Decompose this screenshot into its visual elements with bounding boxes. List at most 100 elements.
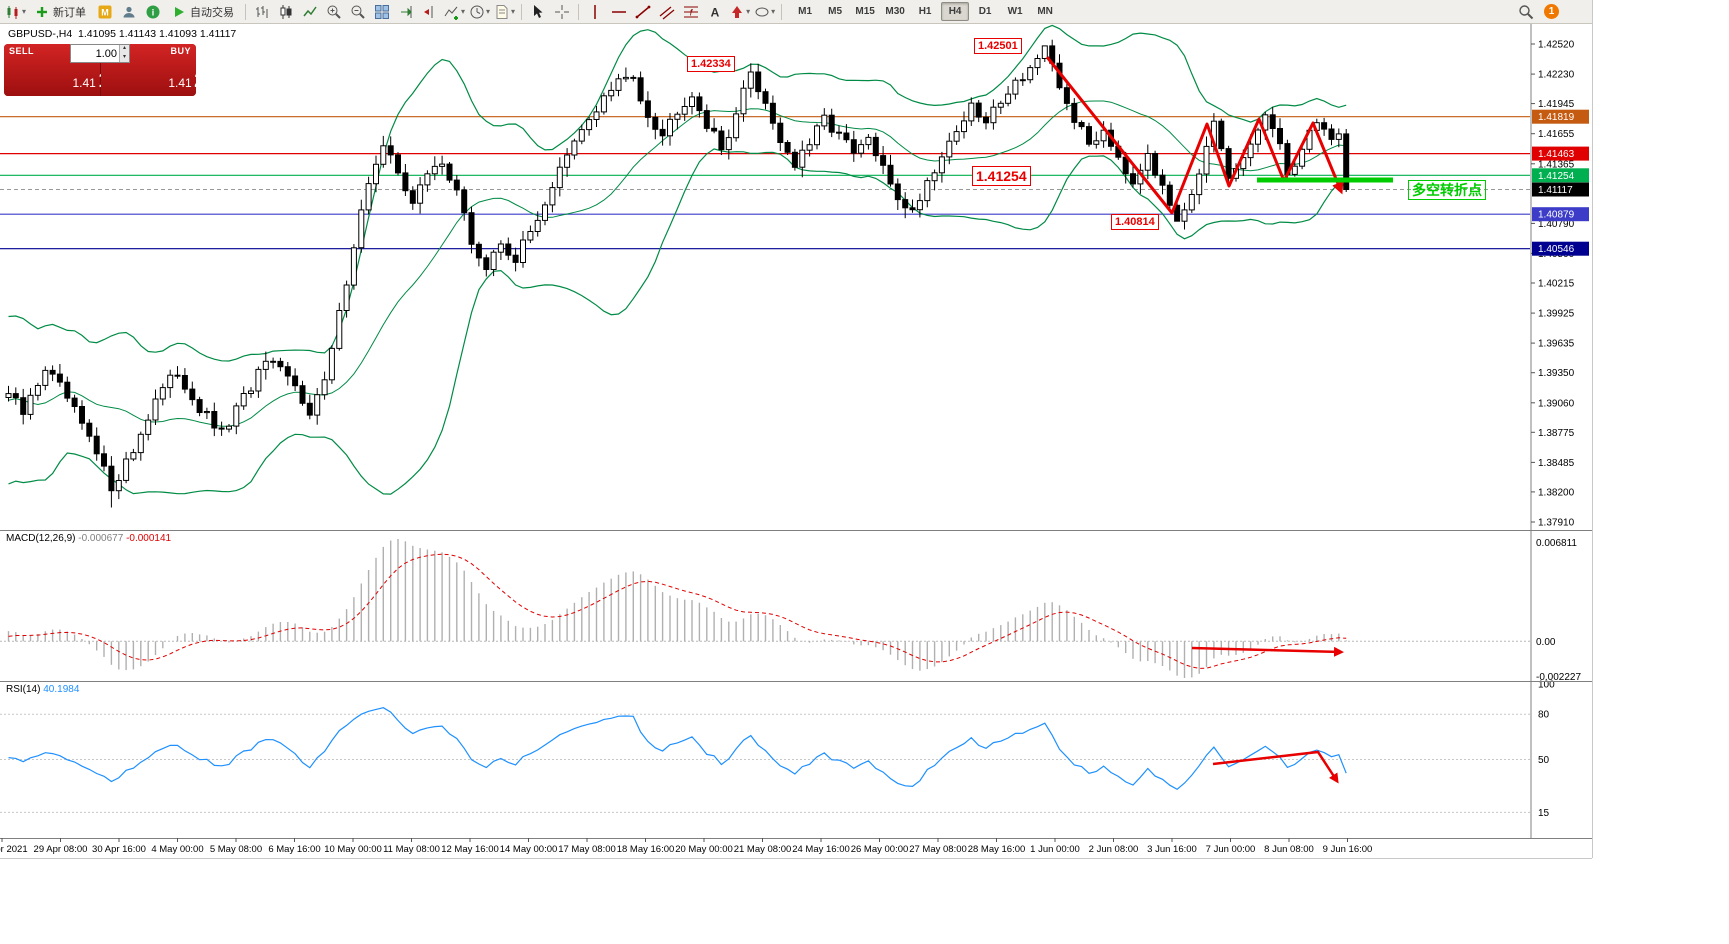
annotation-price-peak2[interactable]: 1.42501 — [974, 38, 1022, 54]
svg-text:1.41365: 1.41365 — [1538, 159, 1575, 170]
panel-separators[interactable] — [0, 530, 1592, 839]
price-level-badge: 1.41254 — [1532, 168, 1589, 183]
arrow-stamp-icon — [732, 5, 743, 18]
candlestick-chart-button[interactable] — [275, 1, 297, 23]
indicators-icon — [444, 6, 459, 20]
new-chart-button[interactable]: ▾ — [4, 1, 27, 23]
help-button[interactable]: i — [142, 1, 164, 23]
svg-text:1.38775: 1.38775 — [1538, 428, 1575, 439]
text-tool-button[interactable]: A — [704, 1, 726, 23]
bar-chart-button[interactable] — [251, 1, 273, 23]
svg-text:1.40215: 1.40215 — [1538, 279, 1575, 290]
lot-size-box: ▴ ▾ — [70, 44, 130, 63]
svg-text:14 May 00:00: 14 May 00:00 — [500, 844, 558, 855]
zoom-out-button[interactable] — [347, 1, 369, 23]
shapes-tool-button[interactable]: ▾ — [753, 1, 776, 23]
timeframe-M1[interactable]: M1 — [798, 6, 813, 17]
macd-signal-line — [8, 553, 1347, 669]
lot-decrease-button[interactable]: ▾ — [120, 53, 129, 62]
svg-text:17 May 08:00: 17 May 08:00 — [558, 844, 616, 855]
cursor-button[interactable] — [527, 1, 549, 23]
svg-text:27 May 08:00: 27 May 08:00 — [909, 844, 967, 855]
svg-text:50: 50 — [1538, 755, 1550, 766]
vertical-line-button[interactable] — [584, 1, 606, 23]
svg-text:6 May 16:00: 6 May 16:00 — [268, 844, 320, 855]
annotation-support-price[interactable]: 1.41254 — [972, 166, 1031, 186]
new-order-button[interactable]: 新订单 — [29, 1, 92, 23]
auto-scroll-button[interactable] — [395, 1, 417, 23]
svg-text:30 Apr 16:00: 30 Apr 16:00 — [92, 844, 146, 855]
macd-panel[interactable] — [0, 539, 1530, 678]
svg-text:1.41117: 1.41117 — [1538, 185, 1573, 196]
svg-text:1.42520: 1.42520 — [1538, 40, 1575, 51]
svg-text:26 May 00:00: 26 May 00:00 — [851, 844, 909, 855]
autotrading-label: 自动交易 — [190, 6, 235, 19]
timeframe-M30[interactable]: M30 — [885, 6, 905, 17]
lot-size-input[interactable] — [71, 45, 119, 62]
zoom-in-button[interactable] — [323, 1, 345, 23]
horizontal-line-button[interactable] — [608, 1, 630, 23]
tile-windows-icon — [375, 4, 390, 19]
svg-text:f: f — [690, 7, 694, 17]
channel-icon — [659, 5, 675, 20]
templates-button[interactable]: ▾ — [493, 1, 516, 23]
mql5-button[interactable]: M — [94, 1, 116, 23]
lot-increase-button[interactable]: ▴ — [120, 45, 129, 54]
macd-main-value: -0.000677 — [78, 533, 124, 544]
tile-windows-button[interactable] — [371, 1, 393, 23]
price-level-badge: 1.41463 — [1532, 146, 1589, 161]
autotrading-button[interactable]: 自动交易 — [166, 1, 240, 23]
svg-text:-0.002227: -0.002227 — [1536, 672, 1581, 683]
svg-text:1.40546: 1.40546 — [1538, 244, 1575, 255]
arrows-tool-button[interactable]: ▾ — [728, 1, 751, 23]
chevron-down-icon: ▾ — [771, 7, 776, 16]
chart-shift-button[interactable] — [419, 1, 441, 23]
timeframe-M15[interactable]: M15 — [855, 6, 875, 17]
auto-scroll-icon — [401, 5, 412, 18]
cursor-icon — [534, 4, 543, 18]
rsi-scale: 100 80 50 15 — [1538, 680, 1555, 819]
chevron-down-icon: ▾ — [486, 7, 491, 16]
svg-text:1.38485: 1.38485 — [1538, 458, 1575, 469]
svg-text:1.41463: 1.41463 — [1538, 149, 1575, 160]
horizontal-line-icon — [612, 10, 627, 13]
annotation-price-peak1[interactable]: 1.42334 — [687, 56, 735, 72]
main-plot-area[interactable] — [0, 24, 1530, 508]
text-icon: A — [711, 5, 720, 19]
price-level-badge: 1.40879 — [1532, 207, 1589, 222]
channel-button[interactable] — [656, 1, 678, 23]
fibonacci-button[interactable]: f — [680, 1, 702, 23]
notifications-badge[interactable]: 1 — [1544, 4, 1559, 19]
rsi-panel[interactable] — [0, 707, 1530, 813]
timeframe-D1[interactable]: D1 — [978, 6, 992, 17]
new-chart-icon — [7, 5, 18, 19]
chevron-down-icon: ▾ — [461, 7, 466, 16]
svg-text:1.38200: 1.38200 — [1538, 487, 1575, 498]
annotation-turning-point[interactable]: 多空转折点 — [1408, 180, 1486, 200]
timeframe-H1[interactable]: H1 — [918, 6, 932, 17]
toolbar-separator — [521, 3, 523, 20]
timeframe-MN[interactable]: MN — [1037, 6, 1053, 17]
annotation-swing-low[interactable]: 1.40814 — [1111, 214, 1159, 230]
time-axis[interactable]: 28 Apr 2021 29 Apr 08:00 30 Apr 16:00 4 May… — [0, 838, 1372, 855]
community-button[interactable] — [118, 1, 140, 23]
macd-histogram — [7, 539, 1347, 678]
line-chart-button[interactable] — [299, 1, 321, 23]
toolbar-separator — [245, 3, 247, 20]
price-axis[interactable]: 1.42520 1.42230 1.41945 1.41655 1.41365 1.407… — [1530, 24, 1589, 838]
timeframe-H4[interactable]: H4 — [941, 2, 970, 21]
svg-text:1 Jun 00:00: 1 Jun 00:00 — [1030, 844, 1080, 855]
crosshair-button[interactable] — [551, 1, 573, 23]
search-button[interactable] — [1515, 1, 1537, 23]
timeframe-M5[interactable]: M5 — [828, 6, 843, 17]
timeframe-W1[interactable]: W1 — [1007, 6, 1023, 17]
svg-text:1.39060: 1.39060 — [1538, 398, 1575, 409]
svg-text:i: i — [152, 7, 155, 17]
trendline-button[interactable] — [632, 1, 654, 23]
indicators-button[interactable]: ▾ — [443, 1, 466, 23]
plus-icon — [37, 6, 48, 17]
svg-text:12 May 16:00: 12 May 16:00 — [441, 844, 499, 855]
svg-text:29 Apr 08:00: 29 Apr 08:00 — [34, 844, 88, 855]
periods-button[interactable]: ▾ — [468, 1, 491, 23]
